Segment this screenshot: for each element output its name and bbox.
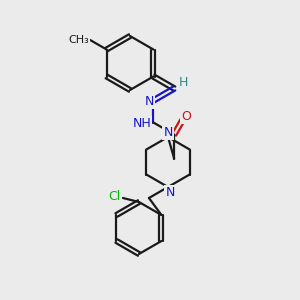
Text: N: N — [165, 185, 175, 199]
Text: Cl: Cl — [109, 190, 121, 203]
Text: CH₃: CH₃ — [68, 35, 89, 45]
Text: N: N — [145, 95, 154, 108]
Text: O: O — [181, 110, 191, 123]
Text: H: H — [178, 76, 188, 89]
Text: N: N — [163, 125, 173, 139]
Text: NH: NH — [133, 117, 152, 130]
